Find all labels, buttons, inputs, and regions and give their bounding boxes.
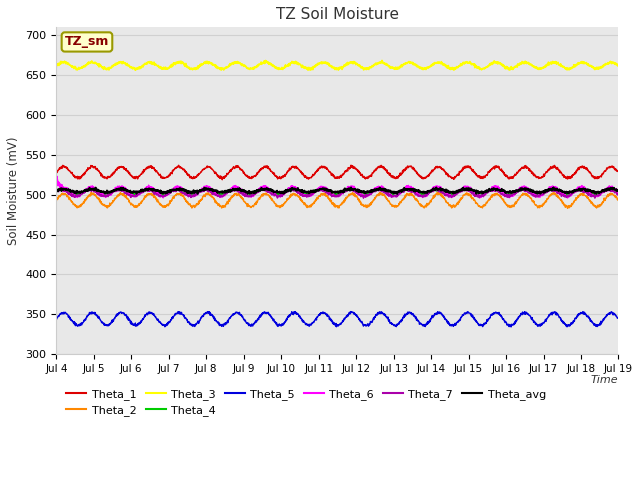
Theta_avg [614,188,622,194]
Theta_5 [52,317,60,323]
Theta_2 [598,200,606,205]
Theta_3 [378,58,386,63]
Line: Theta_6: Theta_6 [56,176,618,198]
Theta_7 [81,188,89,193]
Theta_7 [326,192,334,197]
Theta_4 [52,188,60,193]
Theta_6 [614,190,622,195]
Theta_avg [495,187,503,192]
Theta_7 [145,186,152,192]
Theta_2 [116,190,124,195]
Theta_2 [599,199,607,204]
Theta_1 [218,177,226,182]
Theta_1 [326,169,334,175]
Theta_3 [599,64,607,70]
Theta_5 [599,318,607,324]
Theta_7 [52,189,60,194]
Theta_2 [614,197,622,203]
Theta_2 [52,198,60,204]
Title: TZ Soil Moisture: TZ Soil Moisture [276,7,399,22]
Theta_5 [326,315,333,321]
Theta_7 [360,195,367,201]
Theta_5 [495,311,503,317]
Theta_6 [53,173,61,179]
Theta_6 [311,189,319,194]
Theta_3 [598,64,606,70]
Theta_7 [598,190,606,195]
Theta_4 [326,189,334,195]
Line: Theta_5: Theta_5 [56,312,618,327]
Theta_4 [598,188,606,194]
Theta_1 [614,168,622,174]
Theta_2 [326,197,334,203]
Theta_6 [495,187,503,192]
Theta_5 [81,316,89,322]
Theta_1 [598,171,606,177]
Theta_4 [599,189,607,194]
Theta_2 [81,198,89,204]
Theta_2 [495,192,503,198]
Theta_5 [311,317,319,323]
Y-axis label: Soil Moisture (mV): Soil Moisture (mV) [7,136,20,245]
Theta_1 [52,168,60,174]
Theta_1 [348,162,355,168]
Theta_1 [311,171,319,177]
Theta_3 [81,62,89,68]
Theta_6 [598,189,606,195]
Theta_7 [599,189,607,195]
Theta_avg [550,184,557,190]
Theta_6 [81,187,89,192]
Theta_5 [347,309,355,314]
Theta_1 [599,170,607,176]
Theta_7 [614,192,622,198]
Theta_avg [598,187,606,192]
Theta_avg [52,187,60,192]
Theta_7 [311,188,319,194]
Theta_3 [304,67,312,73]
Line: Theta_1: Theta_1 [56,165,618,180]
Theta_1 [81,170,89,176]
Line: Theta_avg: Theta_avg [56,187,618,194]
Theta_5 [508,324,515,330]
Line: Theta_4: Theta_4 [56,187,618,196]
Theta_3 [52,64,60,70]
Theta_5 [598,319,606,324]
Theta_1 [496,166,504,172]
Legend: Theta_1, Theta_2, Theta_3, Theta_4, Theta_5, Theta_6, Theta_7, Theta_avg: Theta_1, Theta_2, Theta_3, Theta_4, Thet… [62,384,550,420]
Theta_4 [246,193,254,199]
Theta_avg [81,187,89,193]
Theta_5 [614,315,622,321]
Theta_6 [52,174,60,180]
Line: Theta_7: Theta_7 [56,189,618,198]
Theta_4 [614,189,622,194]
Line: Theta_3: Theta_3 [56,60,618,70]
Text: Time: Time [591,375,618,385]
Theta_4 [311,188,319,193]
Theta_3 [326,62,334,68]
Theta_2 [311,199,319,204]
Theta_avg [394,191,401,197]
Theta_6 [599,190,607,196]
Theta_2 [564,205,572,211]
Theta_3 [614,62,622,68]
Line: Theta_2: Theta_2 [56,192,618,208]
Theta_avg [326,188,333,193]
Theta_3 [311,63,319,69]
Theta_6 [326,189,334,194]
Theta_4 [81,188,89,194]
Theta_avg [599,188,607,193]
Text: TZ_sm: TZ_sm [65,36,109,48]
Theta_4 [496,186,504,192]
Theta_avg [311,188,319,194]
Theta_7 [496,189,504,195]
Theta_6 [564,195,572,201]
Theta_4 [432,184,440,190]
Theta_3 [496,60,504,66]
